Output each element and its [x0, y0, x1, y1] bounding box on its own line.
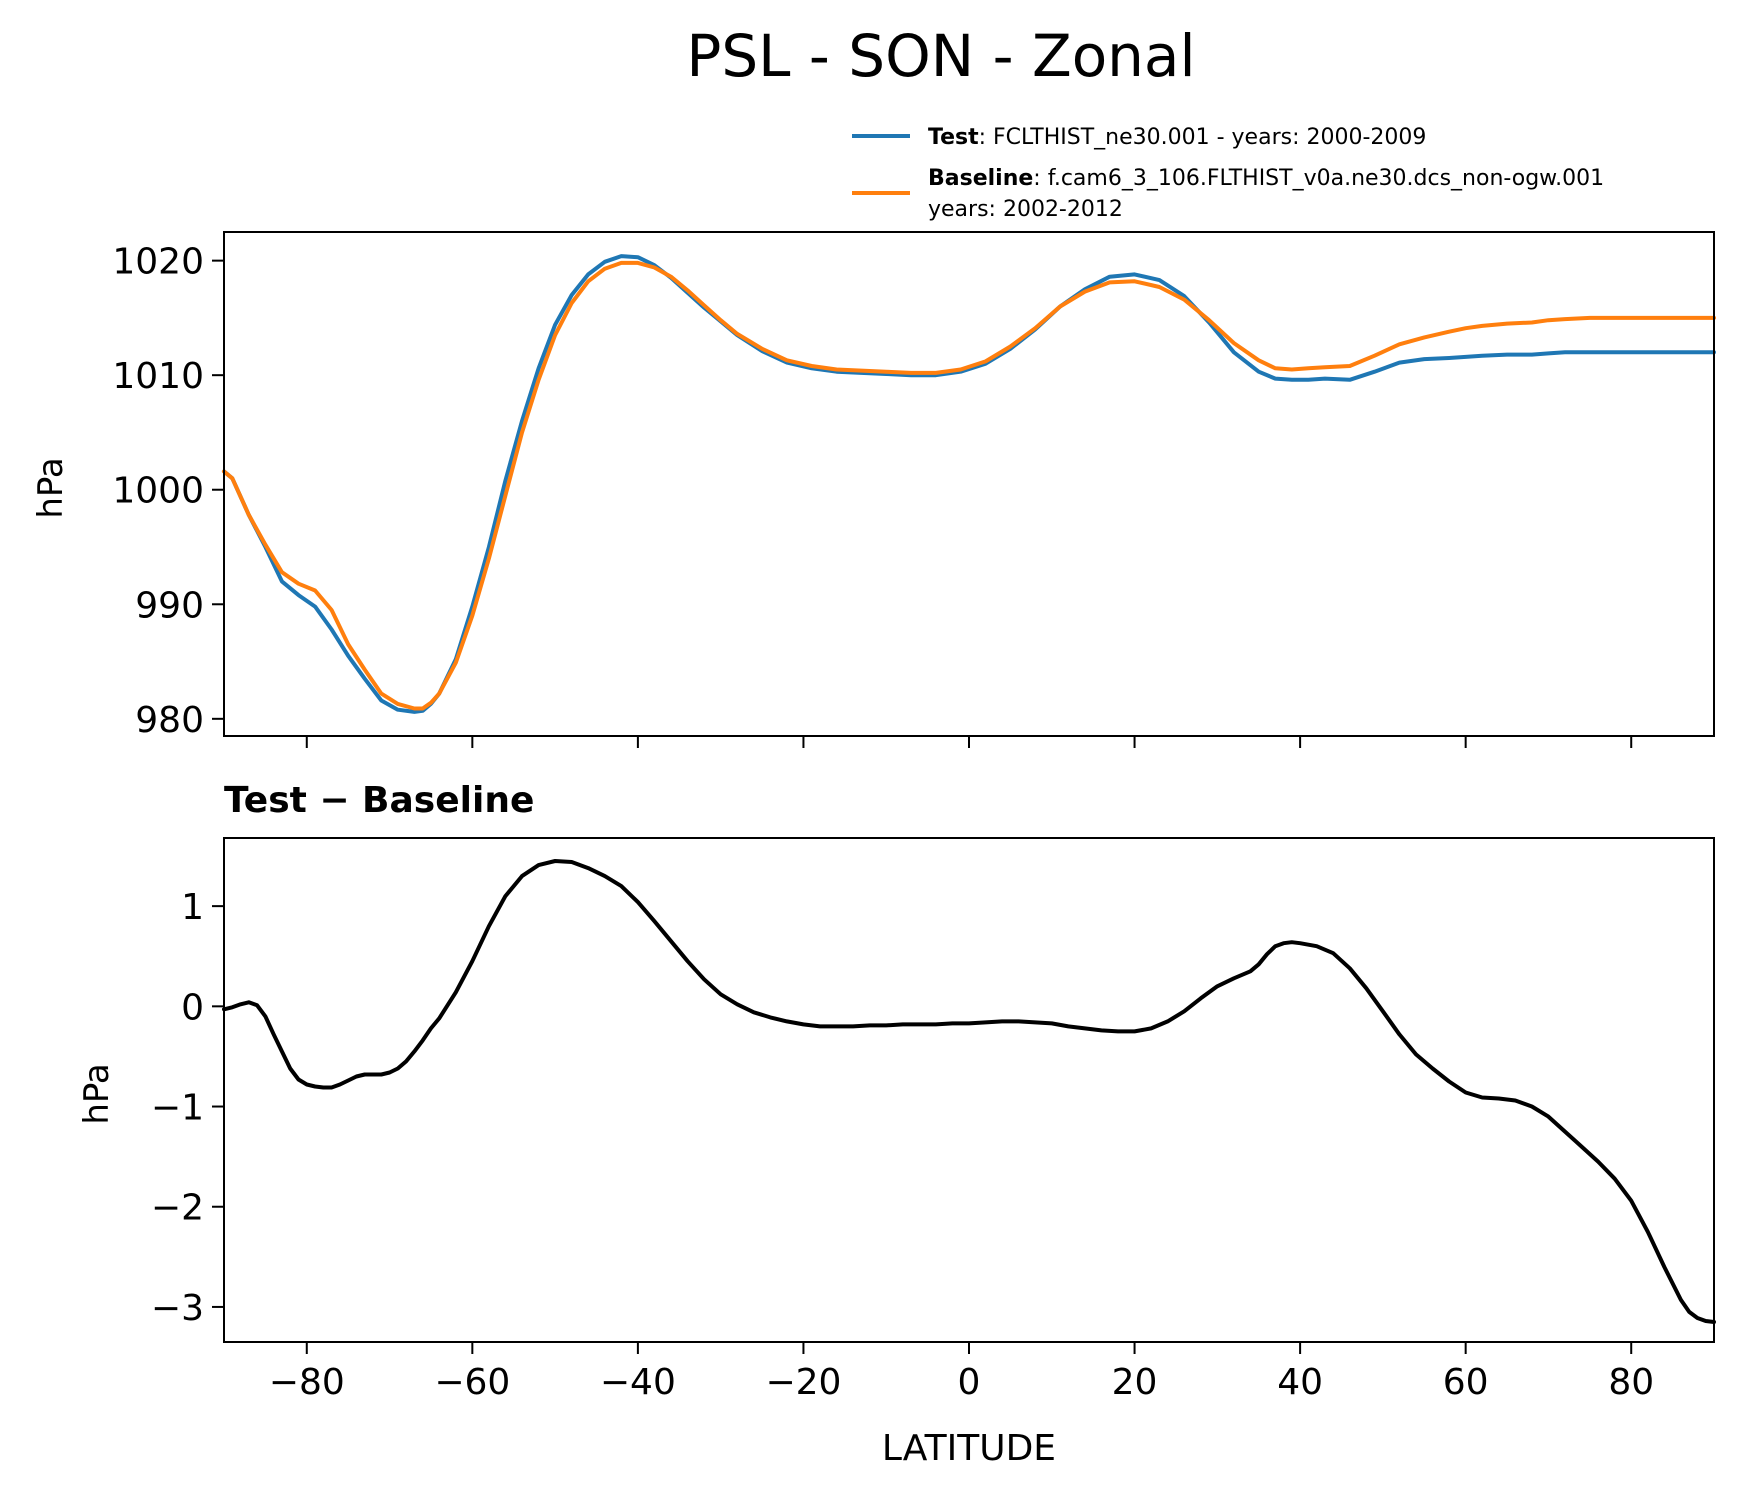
bottom-y-tick-label: −3	[151, 1288, 204, 1329]
bottom-y-tick-label: 1	[181, 887, 204, 928]
bottom-y-axis-label: hPa	[77, 1063, 117, 1124]
bottom-x-tick-label: 40	[1277, 1362, 1323, 1403]
bottom-y-tick-label: 0	[181, 987, 204, 1028]
top-y-tick-label: 990	[135, 585, 204, 626]
legend-baseline-label-bold: Baseline	[928, 166, 1033, 191]
top-series-group	[222, 254, 1716, 714]
bottom-series-test-baseline	[222, 859, 1716, 1324]
figure-title: PSL - SON - Zonal	[686, 22, 1195, 90]
top-y-tick-label: 980	[135, 700, 204, 741]
top-y-tick-label: 1010	[112, 356, 204, 397]
legend: Test: FCLTHIST_ne30.001 - years: 2000-20…	[852, 125, 1604, 222]
legend-baseline-label-years: years: 2002-2012	[928, 197, 1123, 222]
legend-test-label-rest: : FCLTHIST_ne30.001 - years: 2000-2009	[979, 125, 1427, 150]
bottom-x-tick-label: −60	[434, 1362, 510, 1403]
top-y-axis-label: hPa	[31, 457, 71, 518]
x-axis-label: LATITUDE	[882, 1428, 1056, 1469]
bottom-panel: Test − Baseline −3 −2 −1 0 1 −80 −60 −40 −20 0 20…	[77, 780, 1716, 1469]
bottom-series-group	[222, 859, 1716, 1324]
top-panel: 980 990 1000 1010 1020 hPa	[31, 231, 1716, 748]
bottom-x-tick-label: 20	[1112, 1362, 1158, 1403]
top-y-tick-label: 1000	[112, 471, 204, 512]
top-y-tick-label: 1020	[112, 242, 204, 283]
legend-baseline-text: Baseline: f.cam6_3_106.FLTHIST_v0a.ne30.…	[928, 166, 1604, 191]
bottom-panel-title: Test − Baseline	[224, 780, 534, 821]
legend-baseline-label-rest: : f.cam6_3_106.FLTHIST_v0a.ne30.dcs_non-…	[1033, 166, 1604, 191]
bottom-y-ticks: −3 −2 −1 0 1	[151, 887, 224, 1329]
bottom-x-tick-label: 80	[1608, 1362, 1654, 1403]
bottom-x-tick-label: 0	[958, 1362, 981, 1403]
legend-test-label-bold: Test	[928, 125, 979, 150]
bottom-x-tick-label: 60	[1443, 1362, 1489, 1403]
bottom-x-ticks: −80 −60 −40 −20 0 20 40 60 80	[269, 1342, 1654, 1403]
top-series-baseline	[222, 260, 1716, 711]
bottom-x-tick-label: −20	[765, 1362, 841, 1403]
bottom-y-tick-label: −1	[151, 1088, 204, 1129]
top-series-test	[222, 254, 1716, 714]
legend-test-text: Test: FCLTHIST_ne30.001 - years: 2000-20…	[928, 125, 1426, 150]
top-y-ticks: 980 990 1000 1010 1020	[112, 242, 224, 741]
top-x-ticks	[305, 736, 1633, 748]
bottom-y-tick-label: −2	[151, 1188, 204, 1229]
bottom-x-tick-label: −80	[269, 1362, 345, 1403]
bottom-x-tick-label: −40	[600, 1362, 676, 1403]
